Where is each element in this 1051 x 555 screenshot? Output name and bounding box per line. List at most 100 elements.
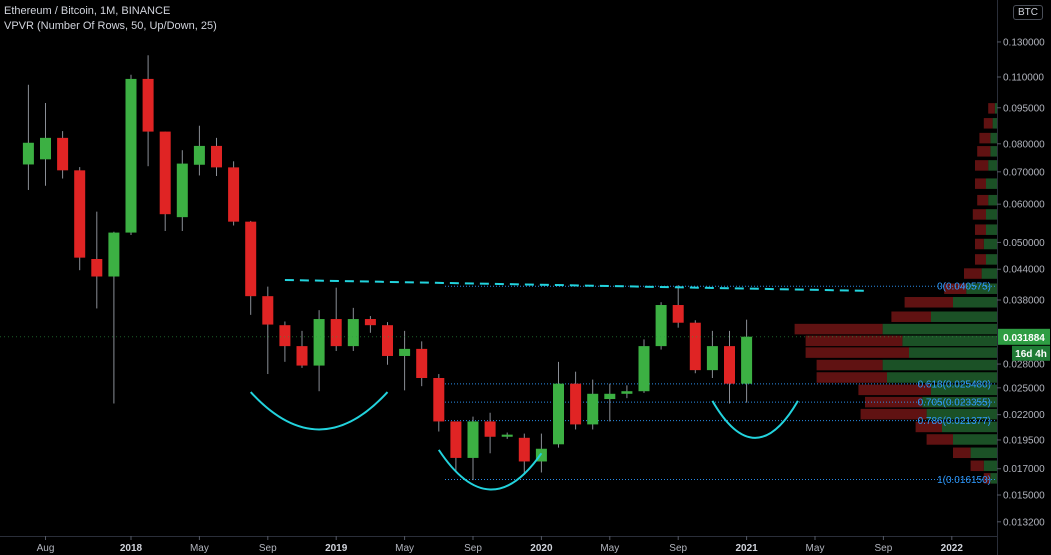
candle-up[interactable] <box>638 346 650 392</box>
volume-profile-bar-down <box>915 421 942 433</box>
fib-level-label: 0.705(0.023355) <box>918 398 991 409</box>
candle-up[interactable] <box>501 434 513 437</box>
y-tick-label: 0.110000 <box>1003 73 1044 84</box>
indicator-title[interactable]: VPVR (Number Of Rows, 50, Up/Down, 25) <box>4 20 217 32</box>
volume-profile-bar-down <box>794 323 883 335</box>
candle-down[interactable] <box>279 325 291 347</box>
candles[interactable] <box>22 55 753 481</box>
candle-up[interactable] <box>621 391 633 394</box>
countdown-badge <box>1012 345 1050 361</box>
candle-up[interactable] <box>193 145 205 165</box>
volume-profile-bar-up <box>990 132 997 144</box>
volume-profile-bar-down <box>975 160 989 171</box>
y-tick-label: 0.022000 <box>1003 410 1045 421</box>
x-tick-label: 2018 <box>120 543 143 554</box>
candle-up[interactable] <box>40 137 51 160</box>
candle-down[interactable] <box>159 131 171 215</box>
volume-profile-bar-down <box>944 283 967 294</box>
symbol-title[interactable]: Ethereum / Bitcoin, 1M, BINANCE <box>4 5 171 17</box>
candle-up[interactable] <box>655 305 667 347</box>
y-tick-label: 0.095000 <box>1003 103 1045 114</box>
candle-down[interactable] <box>296 346 308 366</box>
candle-down[interactable] <box>570 383 582 425</box>
candle-up[interactable] <box>587 393 599 425</box>
last-price-badge[interactable] <box>998 328 1050 345</box>
x-tick-label: 2021 <box>735 543 758 554</box>
candle-down[interactable] <box>416 348 428 378</box>
fib-level-label: 0.786(0.021377) <box>918 416 991 427</box>
volume-profile-bar-down <box>926 434 953 445</box>
volume-profile-bar-down <box>860 408 927 420</box>
volume-profile-bar-up <box>986 209 997 220</box>
volume-profile-bar-down <box>816 359 883 371</box>
volume-profile-bar-down <box>977 194 989 206</box>
candle-down[interactable] <box>245 221 257 297</box>
candle-up[interactable] <box>741 336 753 384</box>
candle-up[interactable] <box>604 393 616 400</box>
resistance-trendline[interactable] <box>284 278 867 292</box>
fib-level-label: 1(0.016150) <box>937 475 991 486</box>
x-tick-label: May <box>600 543 619 554</box>
candle-up[interactable] <box>125 78 137 233</box>
candle-down[interactable] <box>262 296 274 325</box>
candle-up[interactable] <box>176 163 188 218</box>
countdown-label: 16d 4h <box>1015 349 1047 360</box>
drawings[interactable] <box>249 278 867 491</box>
candle-down[interactable] <box>330 319 342 347</box>
volume-profile-bar-down <box>975 254 986 265</box>
candle-down[interactable] <box>518 437 530 462</box>
candle-down[interactable] <box>433 377 445 422</box>
candle-down[interactable] <box>91 258 103 277</box>
candle-up[interactable] <box>535 448 547 462</box>
volume-profile-bar-up <box>981 268 997 279</box>
candle-down[interactable] <box>724 346 735 384</box>
candle-up[interactable] <box>347 319 359 347</box>
candle-up[interactable] <box>553 383 564 445</box>
candle-down[interactable] <box>142 78 154 132</box>
volume-profile-bar-down <box>964 268 982 279</box>
volume-profile-bar-down <box>977 146 991 157</box>
candle-down[interactable] <box>74 170 86 258</box>
volume-profile <box>794 103 997 484</box>
volume-profile-bar-up <box>986 224 997 235</box>
candle-up[interactable] <box>706 346 718 371</box>
x-tick-label: 2022 <box>941 543 964 554</box>
volume-profile-bar-down <box>975 238 984 250</box>
candle-down[interactable] <box>228 167 240 222</box>
candle-up[interactable] <box>313 319 325 366</box>
candle-up[interactable] <box>399 348 411 356</box>
candle-down[interactable] <box>689 322 701 371</box>
volume-profile-bar-up <box>887 372 997 383</box>
candle-down[interactable] <box>57 137 69 171</box>
candle-up[interactable] <box>467 421 479 458</box>
candle-down[interactable] <box>382 325 393 356</box>
candle-up[interactable] <box>22 142 34 165</box>
volume-profile-bar-up <box>882 359 997 371</box>
pattern-arc[interactable] <box>711 400 799 439</box>
candle-down[interactable] <box>450 421 462 458</box>
x-tick-label: May <box>806 543 825 554</box>
volume-profile-bar-down <box>983 118 993 129</box>
y-tick-label: 0.050000 <box>1003 238 1045 249</box>
volume-profile-bar-up <box>922 396 997 408</box>
volume-profile-bar-up <box>942 421 997 433</box>
candle-down[interactable] <box>211 145 222 168</box>
candle-down[interactable] <box>364 319 376 326</box>
x-tick-label: Aug <box>37 543 55 554</box>
volume-profile-bar-up <box>909 347 997 358</box>
candle-down[interactable] <box>484 421 496 437</box>
candle-up[interactable] <box>108 232 120 277</box>
volume-profile-bar-up <box>882 323 997 335</box>
y-tick-label: 0.019500 <box>1003 435 1045 446</box>
currency-badge[interactable]: BTC <box>1013 5 1043 20</box>
volume-profile-bar-down <box>865 396 923 408</box>
volume-profile-bar-down <box>988 103 995 114</box>
fib-retracement[interactable]: 0(0.040575) 0.618(0.025480) 0.705(0.023355… <box>445 282 997 486</box>
volume-profile-bar-up <box>986 254 997 265</box>
pattern-arc[interactable] <box>249 391 389 431</box>
volume-profile-bar-up <box>926 408 997 420</box>
candle-down[interactable] <box>672 305 684 323</box>
pattern-arc[interactable] <box>437 449 543 491</box>
